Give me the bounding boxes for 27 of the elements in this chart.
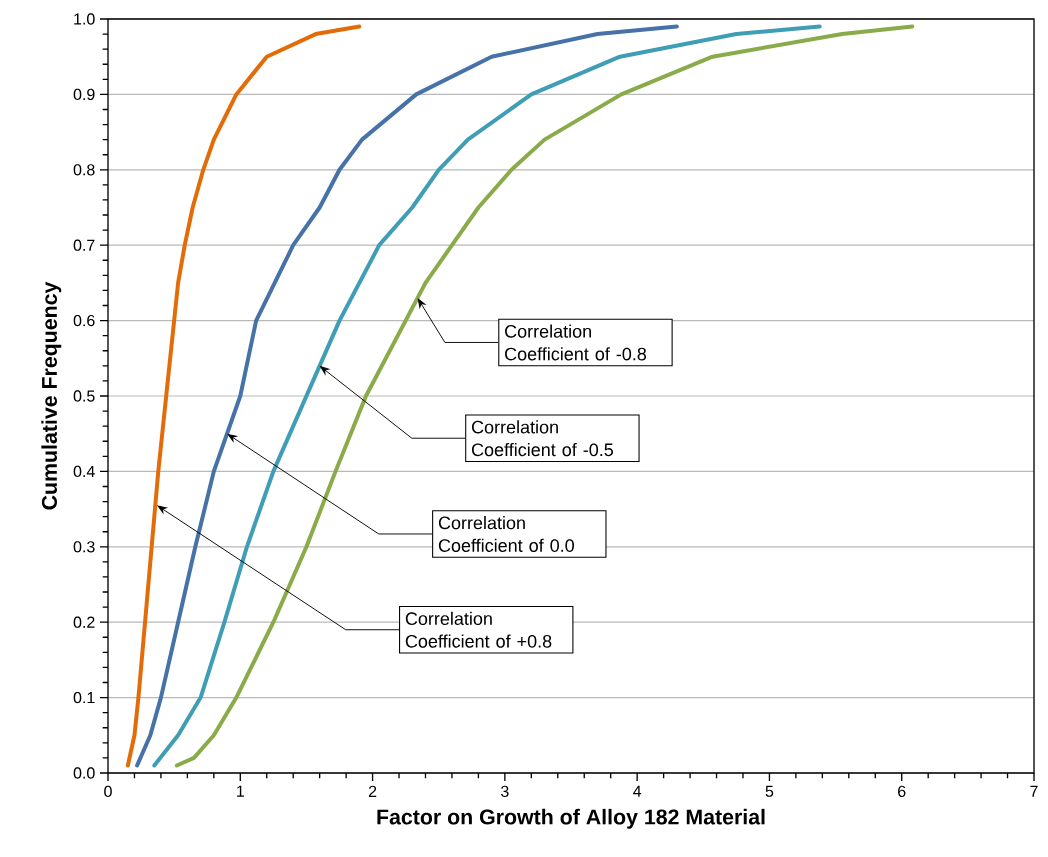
x-tick-label: 5 [765,785,774,797]
annotation: Correlation Coefficient of -0.8 [505,324,647,361]
y-tick-label: 0.6 [73,314,95,327]
y-tick-label: 0.1 [73,691,95,704]
line-series [174,24,915,768]
x-tick-label: 6 [898,785,906,798]
x-axis-title: Factor on Growth of Alloy 182 Material [377,808,765,829]
x-tick-label: 1 [237,785,244,797]
x-tick-label: 0 [104,785,112,798]
y-tick-label: 0.8 [73,164,95,176]
x-tick-label: 4 [633,785,642,797]
line-series [135,24,679,768]
y-tick-label: 0.2 [73,616,95,628]
x-tick-label: 3 [501,785,509,798]
y-tick-label: 0.5 [73,390,95,402]
y-tick-label: 0.3 [73,541,95,553]
annotation: Correlation Coefficient of -0.5 [471,420,614,457]
annotation: Correlation Coefficient of +0.8 [405,611,552,648]
y-tick-label: 0.0 [73,767,95,779]
y-tick-label: 0.7 [73,239,95,251]
x-tick-label: 2 [368,785,377,797]
y-axis-title: Cumulative Frequency [41,281,62,510]
x-tick-label: 7 [1030,785,1038,797]
y-tick-label: 0.9 [73,88,95,101]
y-tick-label: 0.4 [73,465,95,478]
annotation: Correlation Coefficient of 0.0 [438,516,574,552]
y-tick-label: 1.0 [74,13,95,25]
